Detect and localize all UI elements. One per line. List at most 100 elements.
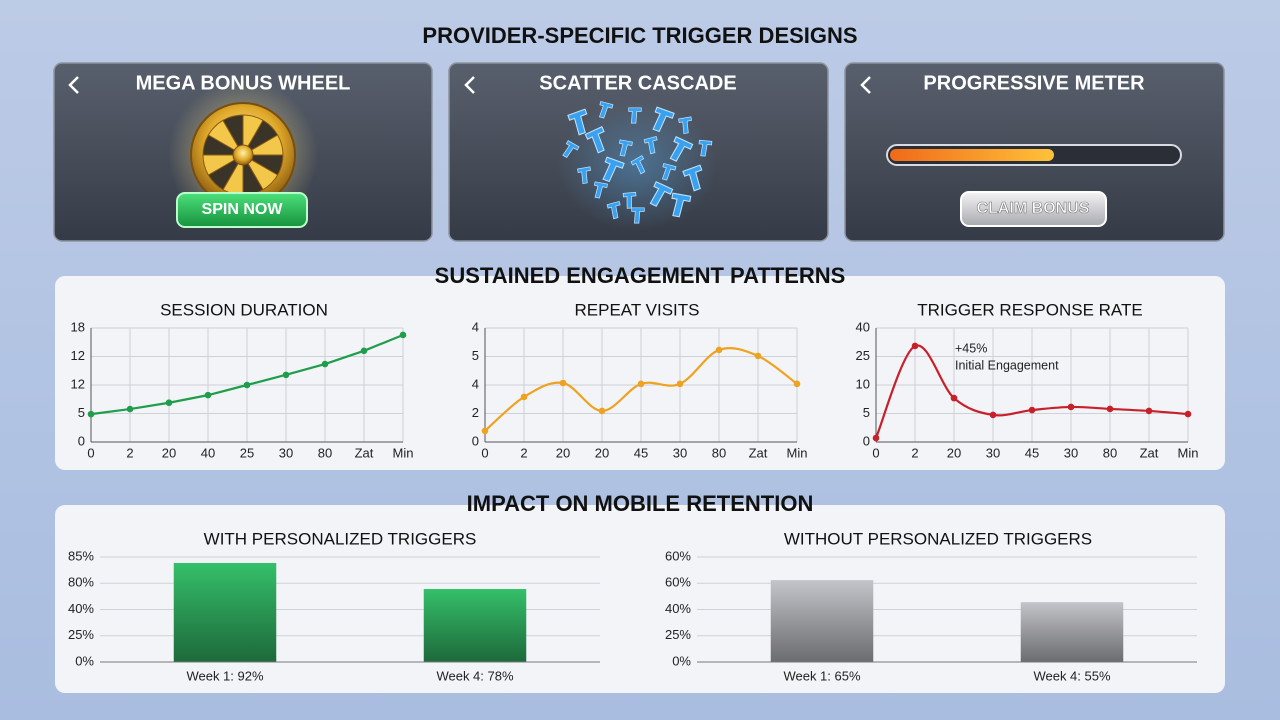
scatter-symbol <box>598 100 614 119</box>
meter-fill <box>890 149 1054 161</box>
x-tick-label: 80 <box>1103 445 1117 460</box>
x-tick-label: 0 <box>87 445 94 460</box>
point <box>520 393 528 401</box>
point <box>126 405 134 413</box>
panel <box>55 276 1225 470</box>
button-label: SPIN NOW <box>202 201 284 218</box>
x-tick-label: Zat <box>1140 445 1159 460</box>
y-tick-label: 10 <box>856 376 870 391</box>
scatter-symbol <box>678 116 692 135</box>
x-tick-label: 2 <box>520 445 527 460</box>
y-tick-label: 5 <box>472 348 479 363</box>
point <box>637 380 645 388</box>
scatter-symbol <box>619 139 633 157</box>
x-tick-label: 2 <box>911 445 918 460</box>
scatter-symbol <box>652 106 675 133</box>
scatter-symbol <box>669 136 694 162</box>
point <box>1184 410 1192 418</box>
wheel-hub <box>232 144 254 166</box>
point <box>481 427 489 435</box>
point <box>87 410 95 418</box>
scatter-symbol <box>671 192 692 218</box>
x-tick-label: 45 <box>1025 445 1039 460</box>
point <box>204 391 212 399</box>
back-arrow[interactable] <box>68 76 79 94</box>
claim-button[interactable] <box>960 191 1107 227</box>
point <box>1028 406 1036 414</box>
y-tick-label: 0 <box>472 433 479 448</box>
x-tick-label: Week 4: 55% <box>1033 668 1111 683</box>
spin-button[interactable] <box>176 192 308 228</box>
scatter-symbol <box>594 181 608 199</box>
x-tick-label: 0 <box>872 445 879 460</box>
scatter-symbol <box>602 156 625 183</box>
scatter-symbol <box>682 164 703 192</box>
y-tick-label: 0 <box>78 433 85 448</box>
chart-title: SESSION DURATION <box>160 300 328 319</box>
scatter-symbol <box>628 107 642 124</box>
back-arrow[interactable] <box>464 76 475 94</box>
card: MEGA BONUS WHEEL SPIN NOW <box>53 62 433 242</box>
y-tick-label: 85% <box>68 548 94 563</box>
x-tick-label: 30 <box>279 445 293 460</box>
bar <box>173 562 277 662</box>
y-tick-label: 80% <box>68 575 94 590</box>
scatter-symbol <box>577 166 591 185</box>
x-tick-label: 20 <box>162 445 176 460</box>
x-tick-label: 30 <box>986 445 1000 460</box>
point <box>872 434 880 442</box>
scatter-symbol <box>631 207 645 224</box>
annotation: +45% <box>955 341 987 355</box>
wheel-segment <box>241 134 284 156</box>
point <box>1106 405 1114 413</box>
wheel-spokes <box>202 114 284 196</box>
x-tick-label: 20 <box>595 445 609 460</box>
point <box>676 380 684 388</box>
x-tick-label: 20 <box>947 445 961 460</box>
bar <box>770 580 874 662</box>
point <box>165 399 173 407</box>
back-arrow[interactable] <box>860 76 871 94</box>
y-tick-label: 40% <box>68 601 94 616</box>
point <box>559 379 567 387</box>
x-tick-label: Min <box>393 445 414 460</box>
x-tick-label: 0 <box>481 445 488 460</box>
y-tick-label: 5 <box>863 405 870 420</box>
x-tick-label: Week 1: 65% <box>783 668 861 683</box>
point <box>243 381 251 389</box>
x-tick-label: Min <box>787 445 808 460</box>
y-tick-label: 2 <box>472 405 479 420</box>
page-title: PROVIDER-SPECIFIC TRIGGER DESIGNS <box>422 23 857 48</box>
x-tick-label: 80 <box>712 445 726 460</box>
x-tick-label: Zat <box>749 445 768 460</box>
y-tick-label: 25% <box>68 627 94 642</box>
chart-title: WITHOUT PERSONALIZED TRIGGERS <box>784 529 1092 548</box>
point <box>1067 403 1075 411</box>
x-tick-label: Zat <box>355 445 374 460</box>
scatter-symbol <box>649 181 674 207</box>
x-tick-label: 45 <box>634 445 648 460</box>
point <box>911 342 919 350</box>
x-tick-label: 30 <box>673 445 687 460</box>
annotation: Initial Engagement <box>955 358 1059 372</box>
y-tick-label: 4 <box>472 319 479 334</box>
y-tick-label: 40 <box>856 319 870 334</box>
chart-title: REPEAT VISITS <box>574 300 699 319</box>
point <box>715 346 723 354</box>
x-tick-label: 80 <box>318 445 332 460</box>
scatter-symbol <box>584 126 605 154</box>
y-tick-label: 0% <box>75 653 94 668</box>
point <box>399 331 407 339</box>
section-title: SUSTAINED ENGAGEMENT PATTERNS <box>435 263 846 288</box>
y-tick-label: 4 <box>472 376 479 391</box>
point <box>282 371 290 379</box>
x-tick-label: 20 <box>556 445 570 460</box>
scatter-symbol <box>606 200 621 220</box>
button-label: CLAIM BONUS <box>977 200 1090 217</box>
chart-title: TRIGGER RESPONSE RATE <box>917 300 1142 319</box>
y-tick-label: 0% <box>672 653 691 668</box>
scatter-symbols <box>562 100 713 224</box>
scatter-symbol <box>562 140 580 158</box>
